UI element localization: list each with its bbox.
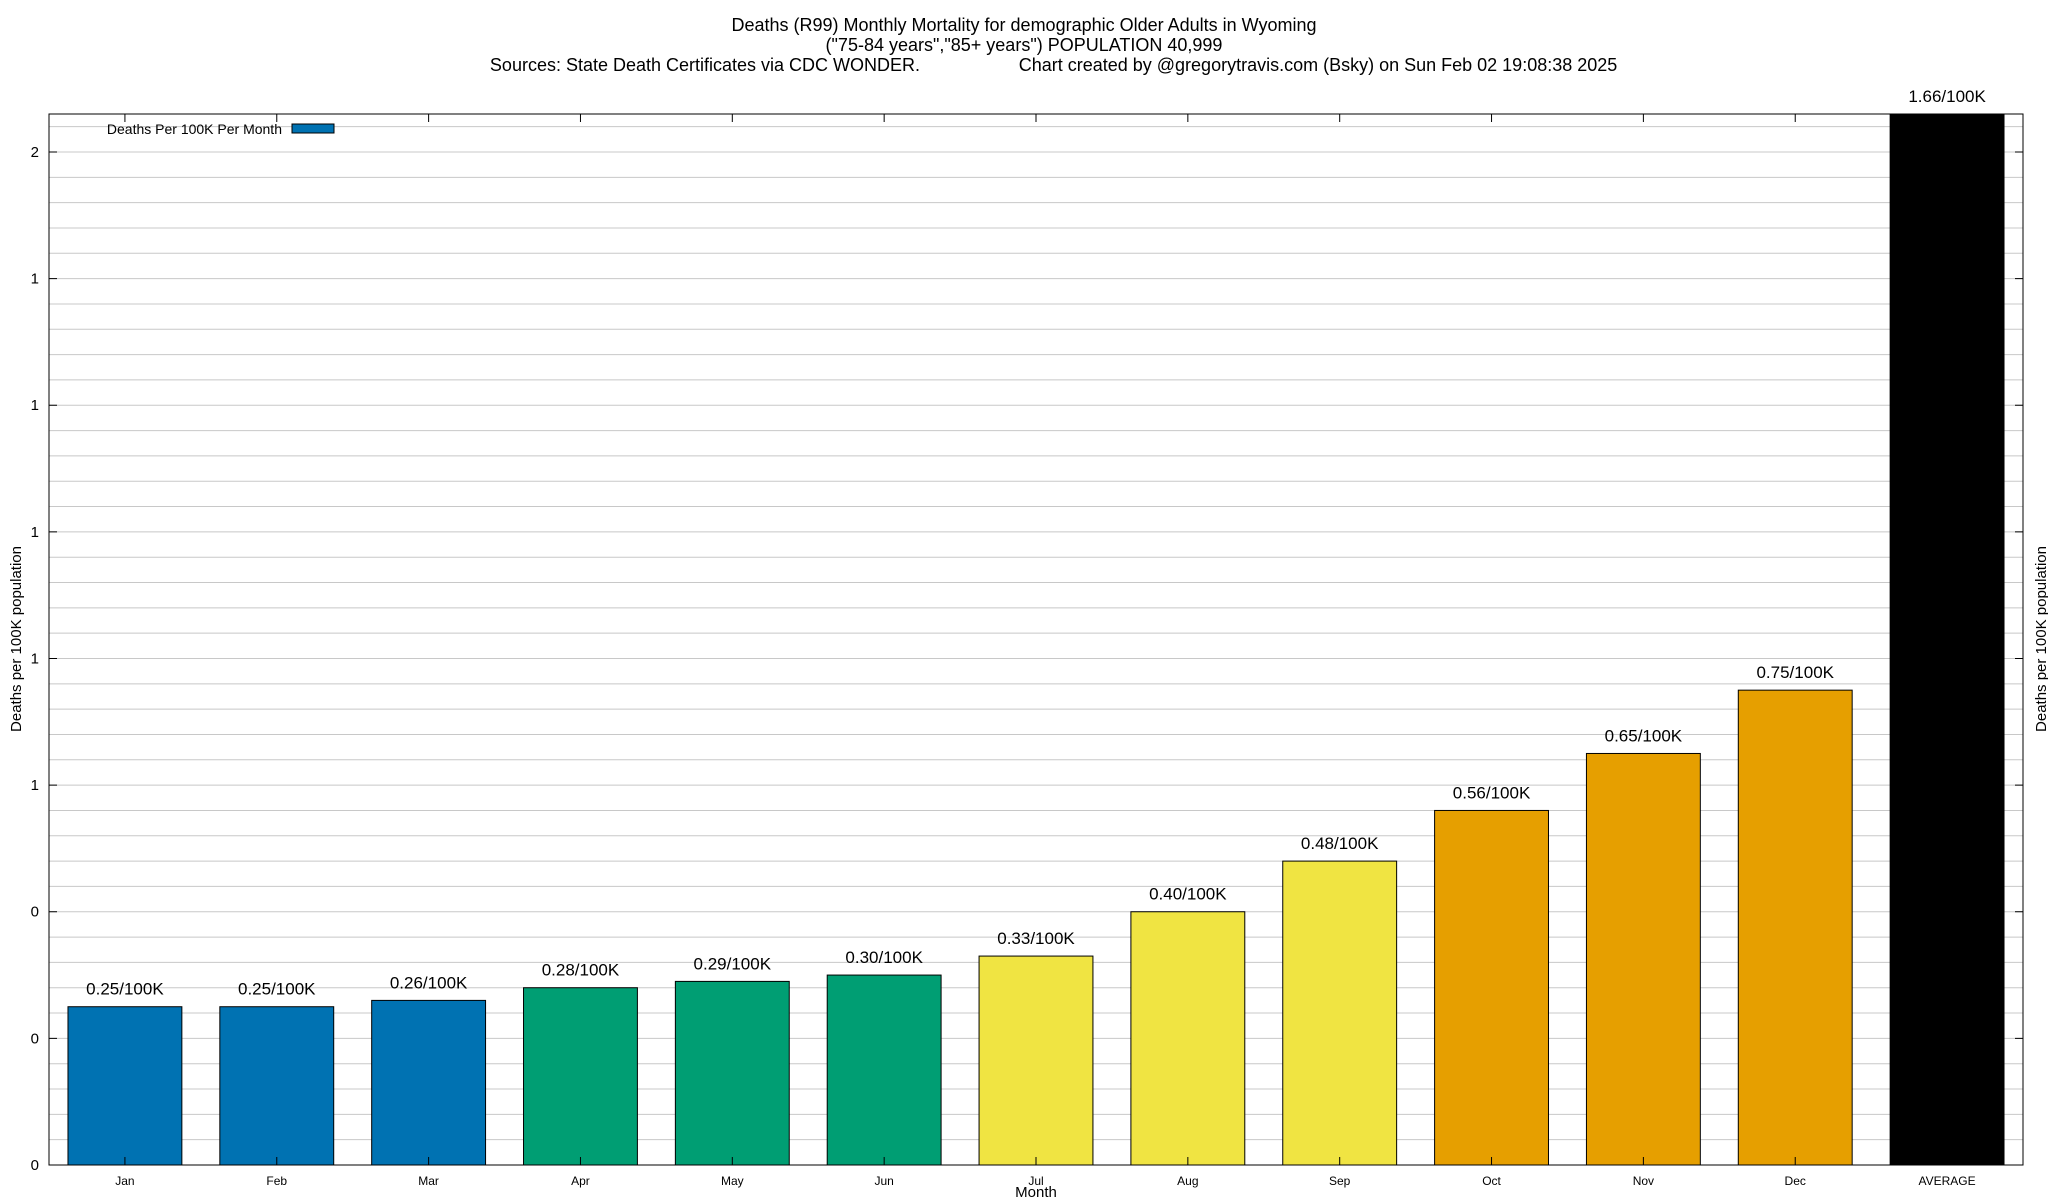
data-label-aug: 0.40/100K xyxy=(1149,885,1227,904)
data-label-feb: 0.25/100K xyxy=(238,980,316,999)
bar-jun xyxy=(826,974,942,1166)
chart-sources: Sources: State Death Certificates via CD… xyxy=(490,55,920,75)
bar-oct xyxy=(1434,809,1549,1166)
x-tick-label: Oct xyxy=(1482,1174,1501,1188)
data-label-dec: 0.75/100K xyxy=(1756,663,1834,682)
x-tick-label: Dec xyxy=(1785,1174,1806,1188)
bar-aug xyxy=(1130,911,1246,1166)
x-axis-title: Month xyxy=(1015,1184,1057,1200)
x-tick-label: Nov xyxy=(1633,1174,1654,1188)
data-label-oct: 0.56/100K xyxy=(1453,783,1531,802)
chart-subtitle: ("75-84 years","85+ years") POPULATION 4… xyxy=(826,35,1223,55)
data-labels: 0.25/100K 0.25/100K 0.26/100K 0.28/100K 0.29… xyxy=(86,87,1986,999)
bar-sep xyxy=(1282,860,1398,1166)
y-tick-label: 1 xyxy=(31,650,39,667)
data-label-jun: 0.30/100K xyxy=(845,948,923,967)
y-tick-label: 1 xyxy=(31,524,39,541)
y-tick-label: 0 xyxy=(31,904,39,921)
y-tick-label: 0 xyxy=(31,1157,39,1174)
x-tick-label: Jul xyxy=(1028,1174,1043,1188)
legend: Deaths Per 100K Per Month xyxy=(107,121,335,137)
bar-average xyxy=(1889,113,2005,1166)
y-axis-ticks: 0 0 0 1 1 1 1 1 2 xyxy=(31,144,2023,1174)
bar-jan xyxy=(67,1006,183,1166)
y-tick-label: 0 xyxy=(31,1030,39,1047)
legend-label: Deaths Per 100K Per Month xyxy=(107,121,282,137)
bars xyxy=(67,113,2005,1166)
x-tick-label: AVERAGE xyxy=(1919,1174,1976,1188)
x-tick-label: Feb xyxy=(266,1174,287,1188)
y-tick-label: 1 xyxy=(31,777,39,794)
data-label-average: 1.66/100K xyxy=(1908,87,1986,106)
data-label-may: 0.29/100K xyxy=(694,954,772,973)
y-tick-label: 2 xyxy=(31,144,39,161)
data-label-jul: 0.33/100K xyxy=(997,929,1075,948)
x-tick-label: Apr xyxy=(571,1174,590,1188)
x-tick-label: Mar xyxy=(418,1174,439,1188)
x-tick-label: Jan xyxy=(115,1174,134,1188)
chart-credit: Chart created by @gregorytravis.com (Bsk… xyxy=(1019,55,1618,75)
legend-swatch xyxy=(291,123,335,134)
x-tick-label: Aug xyxy=(1177,1174,1198,1188)
bar-mar xyxy=(371,999,487,1166)
chart-title: Deaths (R99) Monthly Mortality for demog… xyxy=(731,15,1316,35)
x-axis-ticks: Jan Feb Mar Apr May Jun Jul Aug Sep Oct Nov Dec AVER… xyxy=(115,114,1976,1188)
bar-apr xyxy=(523,987,638,1166)
data-label-nov: 0.65/100K xyxy=(1605,726,1683,745)
bar-dec xyxy=(1737,689,1853,1166)
bar-feb xyxy=(219,1006,335,1166)
bar-jul xyxy=(978,955,1094,1166)
bar-may xyxy=(674,980,790,1166)
y-tick-label: 1 xyxy=(31,271,39,288)
y-axis-title-left: Deaths per 100K population xyxy=(8,546,25,732)
data-label-jan: 0.25/100K xyxy=(86,980,164,999)
data-label-apr: 0.28/100K xyxy=(542,961,620,980)
y-tick-label: 1 xyxy=(31,397,39,414)
y-axis-title-right: Deaths per 100K population xyxy=(2033,546,2048,732)
bar-nov xyxy=(1585,752,1701,1166)
x-tick-label: Sep xyxy=(1329,1174,1351,1188)
x-tick-label: May xyxy=(721,1174,744,1188)
x-tick-label: Jun xyxy=(874,1174,893,1188)
data-label-mar: 0.26/100K xyxy=(390,973,468,992)
data-label-sep: 0.48/100K xyxy=(1301,834,1379,853)
